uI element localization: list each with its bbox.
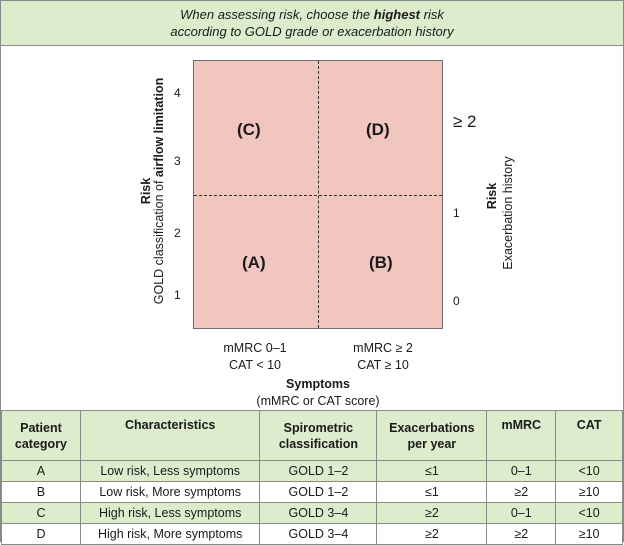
left-tick-2: 2 xyxy=(174,226,181,240)
right-axis-subtitle: Exacerbation history xyxy=(501,156,515,270)
patient-category-table: Patient category Characteristics Spirome… xyxy=(1,410,623,545)
header-exacerbations: Exacerbations per year xyxy=(376,410,488,461)
quadrant-b-label: (B) xyxy=(369,253,393,272)
header-line-2: according to GOLD grade or exacerbation … xyxy=(170,24,454,39)
bottom-left-label: mMRC 0–1 CAT < 10 xyxy=(223,341,287,372)
right-tick-1: 1 xyxy=(453,206,460,220)
left-tick-3: 3 xyxy=(174,154,181,168)
header-spirometric: Spirometric classification xyxy=(259,410,378,461)
table-header-row: Patient category Characteristics Spirome… xyxy=(1,410,623,461)
quadrant-d-label: (D) xyxy=(366,120,390,139)
x-axis-subtitle: (mMRC or CAT score) xyxy=(256,394,380,408)
table-row: C High risk, Less symptoms GOLD 3–4 ≥2 0… xyxy=(1,502,623,524)
quadrant-c-label: (C) xyxy=(237,120,261,139)
header-mmrc: mMRC xyxy=(486,410,557,461)
vertical-divider xyxy=(318,61,319,328)
horizontal-divider xyxy=(194,195,442,196)
table-row: A Low risk, Less symptoms GOLD 1–2 ≤1 0–… xyxy=(1,460,623,482)
table-row: B Low risk, More symptoms GOLD 1–2 ≤1 ≥2… xyxy=(1,481,623,503)
left-tick-1: 1 xyxy=(174,288,181,302)
header-banner: When assessing risk, choose the highest … xyxy=(1,1,623,46)
quadrant-a-label: (A) xyxy=(242,253,266,272)
left-tick-4: 4 xyxy=(174,86,181,100)
left-axis-subtitle: GOLD classification of airflow limitatio… xyxy=(152,77,166,305)
right-axis-title: Risk xyxy=(485,182,499,210)
header-cat: CAT xyxy=(555,410,623,461)
table-row: D High risk, More symptoms GOLD 3–4 ≥2 ≥… xyxy=(1,523,623,545)
header-line-1: When assessing risk, choose the highest … xyxy=(180,7,444,22)
x-axis-title-block: Symptoms (mMRC or CAT score) xyxy=(218,376,418,410)
right-tick-2plus: ≥ 2 xyxy=(453,112,477,131)
header-patient-category: Patient category xyxy=(1,410,81,461)
x-axis-title: Symptoms xyxy=(286,377,350,391)
right-tick-0: 0 xyxy=(453,294,460,308)
quadrant-grid: (C) (D) (A) (B) xyxy=(193,60,443,329)
header-characteristics: Characteristics xyxy=(79,410,261,461)
bottom-right-label: mMRC ≥ 2 CAT ≥ 10 xyxy=(353,341,413,372)
